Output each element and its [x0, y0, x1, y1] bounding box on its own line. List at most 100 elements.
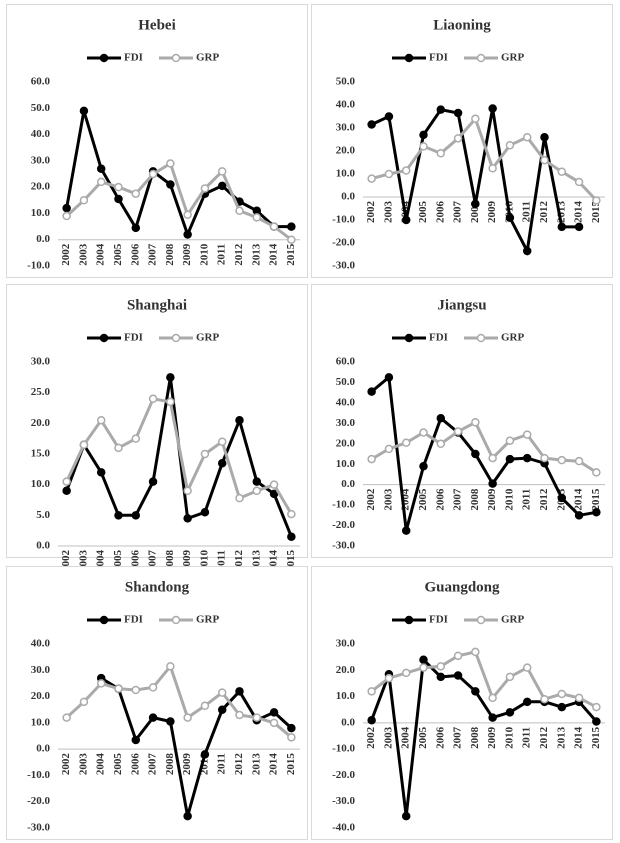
data-point [522, 453, 532, 463]
x-tick-label: 2010 [198, 243, 210, 266]
legend-label: FDI [124, 614, 143, 626]
chart-panel: Shanghai FDI GRP 0.0 5.0 10.0 15.0 20.0 25.0 30.0… [6, 284, 308, 573]
y-tick-label: 0.0 [341, 478, 355, 490]
data-point [453, 651, 463, 661]
y-tick-label: 50.0 [31, 102, 51, 114]
data-point [367, 387, 376, 396]
data-point [574, 693, 584, 703]
data-point [488, 713, 497, 722]
x-tick-label: 2015 [590, 726, 602, 749]
x-tick-label: 2013 [555, 726, 567, 749]
data-point [557, 689, 567, 699]
data-point [269, 708, 279, 717]
x-tick-label: 2012 [538, 201, 550, 224]
data-point [522, 663, 532, 672]
data-point [148, 683, 158, 692]
y-tick-label: 30.0 [336, 122, 356, 134]
x-tick-label: 2006 [434, 488, 446, 511]
data-point [114, 684, 123, 693]
data-point [367, 687, 376, 696]
data-point [522, 246, 532, 256]
x-tick-label: 2013 [250, 243, 262, 266]
data-point [200, 701, 210, 711]
data-point [436, 439, 446, 449]
x-tick-label: 2011 [216, 753, 228, 774]
data-point [287, 723, 296, 733]
y-tick-label: -10.0 [332, 499, 355, 511]
data-point [114, 443, 123, 453]
data-point [592, 468, 601, 477]
y-tick-label: 40.0 [336, 396, 356, 408]
legend-label: GRP [196, 52, 220, 64]
legend-marker [99, 615, 109, 625]
data-point [269, 222, 279, 231]
data-point [471, 449, 480, 459]
x-tick-label: 2002 [60, 550, 72, 573]
y-tick-label: 5.0 [36, 509, 50, 521]
x-tick-label: 2012 [538, 488, 550, 511]
data-point [235, 710, 244, 720]
legend-label: GRP [196, 332, 220, 344]
data-point [436, 672, 446, 682]
x-tick-label: 2009 [486, 726, 498, 749]
data-point [114, 194, 123, 204]
y-tick-label: 50.0 [336, 76, 356, 88]
data-point [592, 717, 601, 726]
legend-label: GRP [501, 332, 525, 344]
x-tick-label: 2008 [469, 726, 481, 749]
x-tick-label: 2007 [452, 488, 464, 511]
data-point [148, 713, 158, 722]
x-tick-label: 2007 [452, 726, 464, 749]
data-point [384, 169, 394, 179]
x-tick-label: 2008 [164, 243, 176, 266]
data-point [488, 453, 497, 463]
chart-panel: Shandong FDI GRP -30.0 -20.0 -10.0 0.0 10.0 20.0… [6, 566, 308, 840]
data-point [131, 189, 141, 198]
data-point [401, 215, 411, 225]
data-point [471, 114, 480, 124]
y-tick-label: 20.0 [336, 664, 356, 676]
data-point [287, 222, 296, 231]
x-tick-label: 2003 [382, 488, 394, 511]
x-tick-label: 2009 [486, 201, 498, 224]
y-tick-label: 40.0 [31, 638, 51, 650]
data-point [471, 418, 480, 427]
data-point [96, 164, 106, 173]
data-point [401, 668, 411, 678]
legend-label: FDI [429, 332, 448, 344]
x-tick-label: 2002 [365, 488, 377, 511]
x-tick-label: 2008 [164, 753, 176, 776]
data-point [557, 455, 567, 465]
legend-marker [476, 53, 486, 63]
data-point [367, 174, 376, 183]
x-tick-label: 2006 [129, 753, 141, 776]
y-tick-label: 20.0 [31, 181, 51, 193]
y-tick-label: 0.0 [341, 716, 355, 728]
data-point [217, 181, 227, 191]
data-point [131, 511, 141, 520]
x-tick-label: 2003 [382, 201, 394, 224]
data-point [200, 750, 210, 759]
data-point [217, 458, 227, 468]
y-tick-label: -10.0 [332, 214, 355, 226]
x-tick-label: 2005 [112, 243, 124, 266]
data-point [62, 713, 71, 722]
data-point [384, 373, 394, 382]
data-point [166, 180, 175, 189]
x-tick-label: 2002 [60, 753, 72, 776]
data-point [367, 120, 376, 129]
data-point [505, 213, 515, 222]
data-point [505, 672, 515, 682]
panel-frame [311, 566, 613, 840]
y-tick-label: 0.0 [341, 191, 355, 203]
data-point [217, 437, 227, 446]
data-point [419, 663, 428, 672]
legend-label: FDI [429, 52, 448, 64]
x-tick-label: 2015 [590, 488, 602, 511]
y-tick-label: 60.0 [336, 356, 356, 368]
data-point [183, 811, 192, 821]
data-point [183, 486, 192, 496]
chart-panel: Jiangsu FDI GRP -30.0 -20.0 -10.0 0.0 10.0 20.0 3… [311, 284, 613, 558]
data-point [505, 454, 515, 464]
